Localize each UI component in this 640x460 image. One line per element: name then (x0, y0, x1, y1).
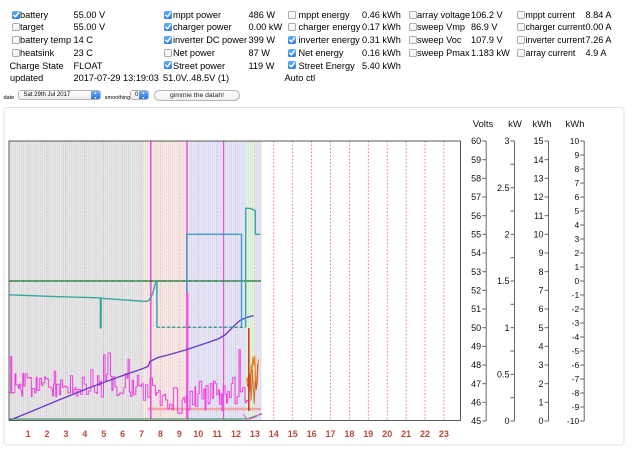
svg-text:2.5: 2.5 (497, 183, 510, 193)
svg-text:-9: -9 (572, 402, 580, 412)
svg-text:57: 57 (471, 192, 481, 202)
svg-text:18: 18 (344, 429, 354, 439)
svg-text:12: 12 (533, 192, 543, 202)
svg-text:-10: -10 (567, 416, 580, 426)
svg-text:17: 17 (325, 429, 335, 439)
svg-text:5: 5 (101, 429, 106, 439)
svg-text:51: 51 (471, 304, 481, 314)
svg-text:Volts: Volts (473, 119, 494, 130)
svg-text:5: 5 (538, 323, 543, 333)
svg-text:-2: -2 (572, 304, 580, 314)
svg-text:kWh: kWh (566, 119, 585, 130)
svg-text:10: 10 (533, 230, 543, 240)
svg-text:1: 1 (538, 398, 543, 408)
svg-text:23: 23 (439, 429, 449, 439)
svg-text:19: 19 (363, 429, 373, 439)
svg-text:6: 6 (538, 304, 543, 314)
svg-text:8: 8 (158, 429, 163, 439)
svg-text:12: 12 (231, 429, 241, 439)
svg-text:16: 16 (307, 429, 317, 439)
svg-text:55: 55 (471, 230, 481, 240)
svg-text:0: 0 (574, 276, 579, 286)
svg-text:8: 8 (574, 164, 579, 174)
svg-text:13: 13 (250, 429, 260, 439)
svg-text:60: 60 (471, 136, 481, 146)
svg-text:-3: -3 (572, 318, 580, 328)
svg-text:5: 5 (574, 206, 579, 216)
svg-text:-6: -6 (572, 360, 580, 370)
svg-text:1: 1 (26, 429, 31, 439)
svg-text:kWh: kWh (533, 119, 552, 130)
svg-text:-1: -1 (572, 290, 580, 300)
svg-text:11: 11 (212, 429, 222, 439)
svg-text:54: 54 (471, 248, 481, 258)
svg-text:1: 1 (504, 323, 509, 333)
svg-text:3: 3 (574, 234, 579, 244)
svg-text:52: 52 (471, 286, 481, 296)
svg-text:48: 48 (471, 360, 481, 370)
svg-text:10: 10 (193, 429, 203, 439)
svg-text:1.5: 1.5 (497, 276, 510, 286)
svg-text:9: 9 (574, 150, 579, 160)
svg-text:9: 9 (538, 248, 543, 258)
svg-text:56: 56 (471, 211, 481, 221)
svg-text:0: 0 (538, 416, 543, 426)
svg-text:2: 2 (574, 248, 579, 258)
svg-text:7: 7 (538, 286, 543, 296)
svg-text:4: 4 (574, 220, 579, 230)
svg-text:47: 47 (471, 379, 481, 389)
svg-text:59: 59 (471, 155, 481, 165)
svg-text:7: 7 (574, 178, 579, 188)
svg-text:13: 13 (533, 174, 543, 184)
svg-text:6: 6 (120, 429, 125, 439)
svg-text:22: 22 (420, 429, 430, 439)
svg-text:3: 3 (63, 429, 68, 439)
svg-text:49: 49 (471, 342, 481, 352)
svg-text:14: 14 (269, 429, 279, 439)
svg-text:2: 2 (504, 230, 509, 240)
svg-text:7: 7 (139, 429, 144, 439)
svg-text:3: 3 (504, 136, 509, 146)
svg-text:9: 9 (177, 429, 182, 439)
svg-text:4: 4 (82, 429, 87, 439)
svg-text:53: 53 (471, 267, 481, 277)
svg-text:1: 1 (574, 262, 579, 272)
svg-text:15: 15 (533, 136, 543, 146)
svg-text:2: 2 (44, 429, 49, 439)
svg-text:0.5: 0.5 (497, 370, 510, 380)
svg-text:14: 14 (533, 155, 543, 165)
svg-text:kW: kW (508, 119, 522, 130)
svg-text:11: 11 (534, 211, 543, 221)
svg-text:46: 46 (471, 398, 481, 408)
svg-text:0: 0 (504, 416, 509, 426)
svg-text:-4: -4 (572, 332, 580, 342)
svg-text:-7: -7 (572, 374, 580, 384)
svg-text:15: 15 (288, 429, 298, 439)
svg-text:50: 50 (471, 323, 481, 333)
svg-text:3: 3 (538, 360, 543, 370)
svg-text:-8: -8 (572, 388, 580, 398)
svg-text:6: 6 (574, 192, 579, 202)
svg-text:45: 45 (471, 416, 481, 426)
svg-text:58: 58 (471, 174, 481, 184)
svg-text:20: 20 (382, 429, 392, 439)
svg-text:21: 21 (401, 429, 411, 439)
svg-text:2: 2 (538, 379, 543, 389)
svg-text:-5: -5 (572, 346, 580, 356)
svg-text:8: 8 (538, 267, 543, 277)
svg-text:10: 10 (570, 136, 580, 146)
svg-text:4: 4 (538, 342, 543, 352)
